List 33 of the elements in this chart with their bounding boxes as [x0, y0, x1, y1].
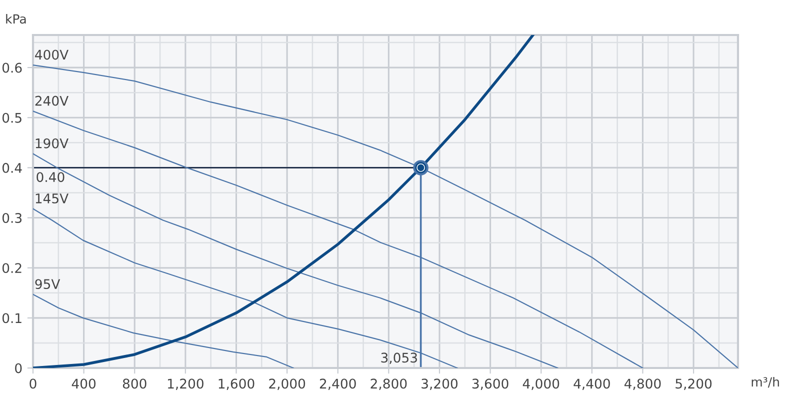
x-tick-label: 5,200	[676, 378, 712, 390]
y-axis-title: kPa	[6, 14, 26, 24]
x-tick-label: 400	[72, 378, 96, 389]
x-tick-label: 4,800	[624, 378, 661, 390]
x-tick-label: 800	[122, 378, 146, 389]
series-label: 145V	[36, 194, 68, 204]
series-label: 95V	[35, 279, 60, 290]
x-tick-label: 4,400	[574, 378, 610, 390]
y-tick-label: 0.4	[2, 162, 22, 173]
x-tick-label: 1,200	[168, 378, 204, 390]
line-series	[33, 110, 644, 368]
ref-line-label: 3,053	[381, 352, 417, 364]
x-tick-label: 1,600	[218, 378, 254, 390]
x-tick-label: 2,400	[320, 378, 356, 390]
series-label: 400V	[35, 50, 68, 60]
series-label: 190V	[36, 138, 68, 148]
line-series	[33, 294, 294, 368]
ref-line-label: 0.40	[36, 172, 64, 182]
x-tick-label: 2,800	[370, 378, 407, 390]
y-tick-label: 0.3	[2, 212, 22, 223]
y-tick-label: 0.1	[2, 313, 22, 324]
y-tick-label: 0.2	[2, 263, 22, 274]
series-label: 240V	[35, 96, 68, 106]
x-tick-label: 2,000	[269, 378, 306, 390]
x-tick-label: 0	[30, 378, 36, 389]
x-tick-label: 3,600	[472, 378, 508, 390]
x-tick-label: 3,200	[422, 378, 458, 390]
x-axis-title: m³/h	[752, 376, 779, 388]
x-tick-label: 4,000	[522, 378, 560, 390]
y-tick-label: 0.5	[2, 112, 22, 123]
line-series	[33, 153, 558, 368]
y-tick-label: 0.6	[2, 62, 22, 73]
y-tick-label: 0	[15, 363, 22, 374]
